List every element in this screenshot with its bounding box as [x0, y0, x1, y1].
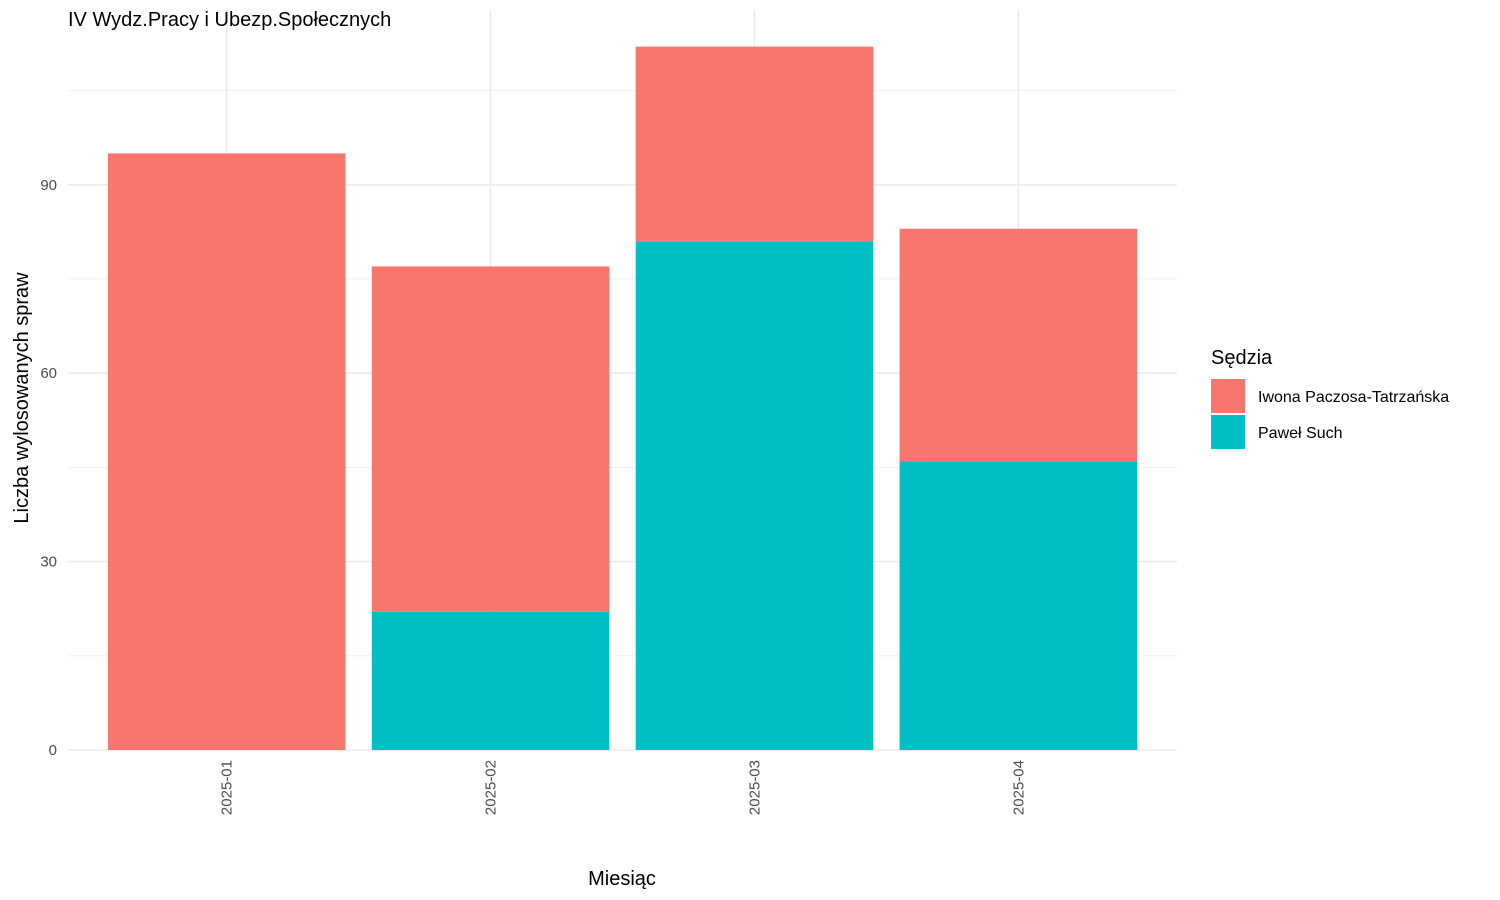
legend: Sędzia Iwona Paczosa-Tatrzańska Paweł Suc… — [1211, 347, 1449, 449]
bar-2025-04-iwona-paczosa-tatrza-ska — [899, 228, 1138, 462]
bar-2025-03-iwona-paczosa-tatrza-ska — [635, 46, 874, 242]
legend-items: Iwona Paczosa-Tatrzańska Paweł Such — [1211, 379, 1449, 449]
y-axis-ticks: 0 30 60 90 — [40, 177, 57, 759]
y-tick-label: 90 — [40, 177, 57, 194]
legend-label: Paweł Such — [1258, 425, 1343, 442]
x-tick-label: 2025-02 — [483, 760, 500, 815]
y-tick-label: 30 — [40, 554, 57, 571]
bar-2025-02-iwona-paczosa-tatrza-ska — [371, 266, 610, 612]
legend-swatch — [1211, 415, 1245, 449]
y-axis-title: Liczba wylosowanych spraw — [11, 272, 33, 524]
y-tick-label: 0 — [49, 742, 57, 759]
legend-label: Iwona Paczosa-Tatrzańska — [1258, 389, 1449, 406]
legend-swatch — [1211, 379, 1245, 413]
x-tick-label: 2025-01 — [219, 760, 236, 815]
x-tick-label: 2025-03 — [746, 760, 763, 815]
y-tick-label: 60 — [40, 365, 57, 382]
x-axis-ticks: 2025-01 2025-02 2025-03 2025-04 — [219, 760, 1028, 815]
x-tick-label: 2025-04 — [1010, 760, 1027, 815]
bar-2025-03-pawe-such — [635, 241, 874, 750]
bar-2025-01-iwona-paczosa-tatrza-ska — [107, 153, 346, 750]
x-axis-title: Miesiąc — [588, 868, 656, 890]
chart-title: IV Wydz.Pracy i Ubezp.Społecznych — [68, 9, 391, 31]
bar-2025-04-pawe-such — [899, 461, 1138, 750]
bar-2025-02-pawe-such — [371, 611, 610, 750]
legend-title: Sędzia — [1211, 347, 1273, 369]
bars — [107, 46, 1138, 750]
